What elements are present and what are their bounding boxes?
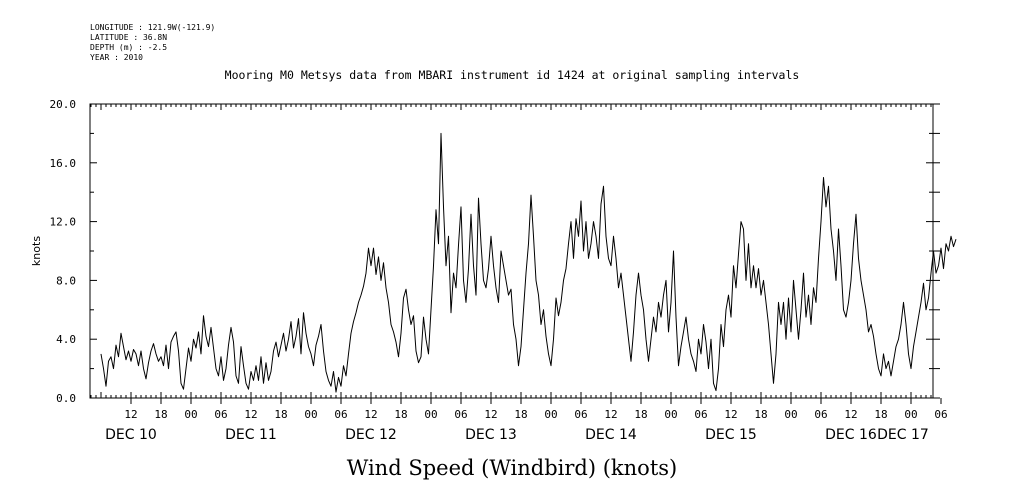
depth-label: DEPTH (m) : -2.5 [90, 43, 167, 52]
x-day-label: DEC 13 [465, 427, 517, 443]
y-tick-label: 0.0 [56, 392, 76, 405]
y-axis-label: knots [30, 236, 43, 266]
x-hour-label: 18 [634, 408, 647, 421]
x-hour-label: 12 [484, 408, 497, 421]
y-tick-label: 4.0 [56, 333, 76, 346]
x-hour-label: 18 [154, 408, 167, 421]
x-hour-label: 18 [394, 408, 407, 421]
y-tick-label: 8.0 [56, 274, 76, 287]
x-day-label: DEC 12 [345, 427, 397, 443]
x-hour-label: 18 [274, 408, 287, 421]
x-hour-label: 18 [874, 408, 887, 421]
series-layer [100, 132, 957, 393]
chart-title: Mooring M0 Metsys data from MBARI instru… [225, 68, 800, 82]
x-axis: 12 18 00 06 12 18 00 06 12 18 00 06 12 18 00 06 12 18 00 06… [105, 398, 948, 443]
x-hour-label: 12 [844, 408, 857, 421]
x-day-label: DEC 17 [877, 427, 929, 443]
x-hour-label: 00 [424, 408, 437, 421]
y-axis: 0.0 4.0 8.0 12.0 16.0 20.0 [50, 98, 940, 405]
x-day-label: DEC 15 [705, 427, 757, 443]
x-hour-label: 06 [214, 408, 227, 421]
x-hour-label: 06 [334, 408, 347, 421]
x-day-label: DEC 14 [585, 427, 637, 443]
x-hour-label: 12 [244, 408, 257, 421]
longitude-label: LONGITUDE : 121.9W(-121.9) [90, 23, 215, 32]
x-hour-label: 06 [694, 408, 707, 421]
plot-frame [89, 103, 934, 399]
x-hour-label: 00 [784, 408, 797, 421]
x-hour-label: 06 [934, 408, 947, 421]
x-hour-label: 00 [184, 408, 197, 421]
x-day-label: DEC 11 [225, 427, 277, 443]
x-day-label: DEC 10 [105, 427, 157, 443]
y-tick-label: 12.0 [50, 216, 77, 229]
x-hour-label: 00 [664, 408, 677, 421]
x-hour-label: 18 [754, 408, 767, 421]
x-hour-label: 00 [304, 408, 317, 421]
x-axis-label: Wind Speed (Windbird) (knots) [347, 456, 677, 480]
x-hour-label: 06 [454, 408, 467, 421]
x-hour-label: 12 [364, 408, 377, 421]
y-tick-label: 20.0 [50, 98, 77, 111]
x-hour-label: 12 [604, 408, 617, 421]
x-hour-label: 12 [724, 408, 737, 421]
wind-speed-series-line [100, 132, 957, 393]
x-day-label: DEC 16 [825, 427, 877, 443]
x-hour-label: 12 [124, 408, 137, 421]
x-hour-label: 06 [814, 408, 827, 421]
year-label: YEAR : 2010 [90, 53, 143, 62]
x-hour-label: 00 [904, 408, 917, 421]
latitude-label: LATITUDE : 36.8N [90, 33, 167, 42]
x-hour-label: 18 [514, 408, 527, 421]
x-hour-label: 00 [544, 408, 557, 421]
y-tick-label: 16.0 [50, 157, 77, 170]
x-hour-label: 06 [574, 408, 587, 421]
minor-ticks [90, 104, 932, 398]
